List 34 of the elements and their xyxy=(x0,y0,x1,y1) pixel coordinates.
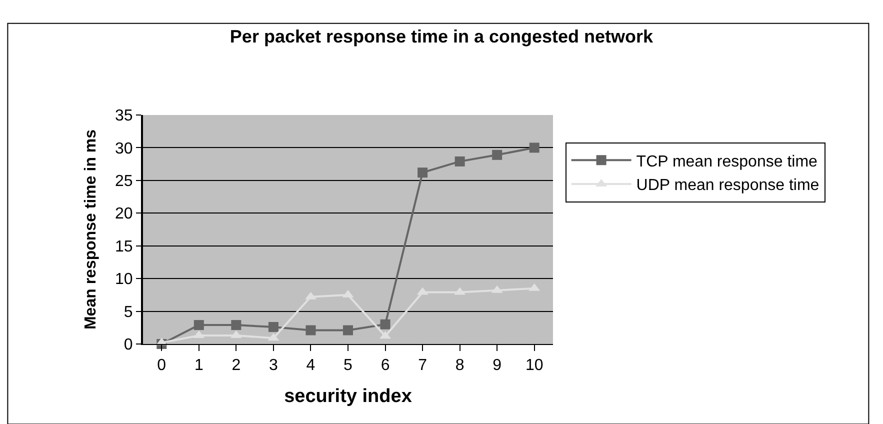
x-tick-label: 6 xyxy=(380,357,390,374)
y-tick-label: 5 xyxy=(124,304,133,321)
point xyxy=(529,142,540,153)
y-tick-label: 10 xyxy=(115,271,133,288)
x-tick-label: 7 xyxy=(418,357,428,374)
x-tick-label: 2 xyxy=(232,357,241,374)
point xyxy=(343,325,353,336)
y-axis-title: Mean response time in ms xyxy=(82,129,100,330)
legend-label: UDP mean response time xyxy=(636,177,820,194)
x-tick-label: 5 xyxy=(344,357,353,374)
point xyxy=(454,156,465,166)
point xyxy=(194,320,204,330)
point xyxy=(268,322,278,332)
x-tick-label: 4 xyxy=(306,357,316,374)
x-tick-label: 0 xyxy=(157,357,166,374)
x-tick-label: 3 xyxy=(268,357,278,374)
legend-label: TCP mean response time xyxy=(636,153,818,170)
y-tick-label: 25 xyxy=(115,173,133,190)
point xyxy=(418,168,428,178)
y-tick-label: 15 xyxy=(115,238,133,256)
x-tick-label: 9 xyxy=(492,357,502,374)
y-tick-label: 0 xyxy=(124,336,133,354)
point xyxy=(306,325,316,336)
point xyxy=(492,150,502,160)
chart-title: Per packet response time in a congested network xyxy=(230,26,654,46)
point xyxy=(231,320,242,330)
point xyxy=(380,319,390,330)
y-tick-label: 35 xyxy=(115,108,133,125)
x-tick-label: 8 xyxy=(455,357,464,374)
x-axis-title: security index xyxy=(284,386,412,407)
x-tick-label: 10 xyxy=(525,357,544,374)
y-tick-label: 30 xyxy=(115,140,133,158)
x-tick-label: 1 xyxy=(194,357,204,374)
y-tick-label: 20 xyxy=(115,206,133,223)
